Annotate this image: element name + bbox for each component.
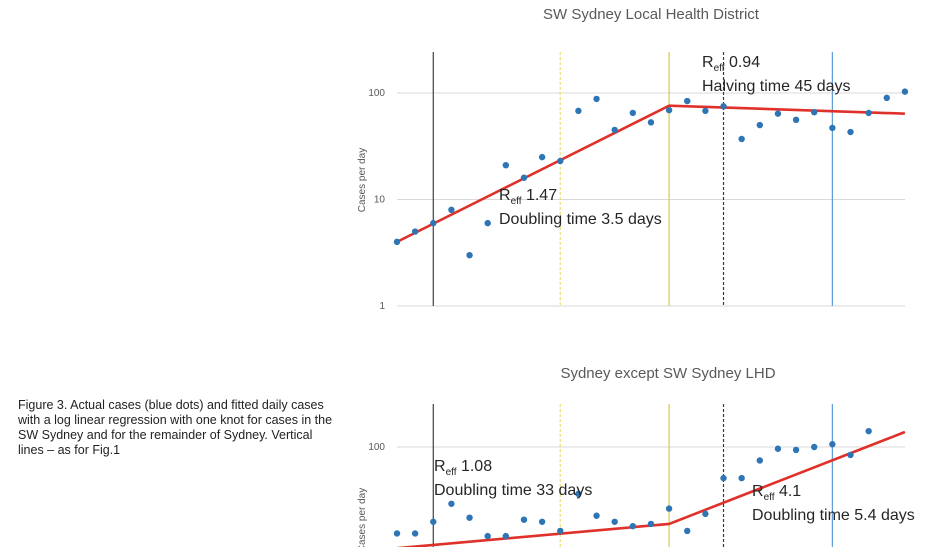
data-point	[629, 522, 637, 530]
data-point	[829, 441, 836, 448]
data-point	[448, 500, 455, 507]
data-point	[520, 174, 528, 181]
data-point	[647, 520, 655, 528]
data-point	[593, 512, 600, 519]
data-point	[430, 219, 437, 227]
data-point	[538, 518, 546, 525]
annotation-subscript: eff	[446, 467, 457, 478]
data-point	[774, 110, 782, 117]
annotation-r: R	[434, 458, 446, 475]
annotation-value: 1.47	[522, 187, 558, 204]
annotation-value: 4.1	[775, 483, 802, 500]
data-point	[520, 516, 528, 523]
chart-2: Sydney except SW Sydney LHD Cases per day…	[357, 365, 915, 547]
data-point	[901, 88, 909, 95]
annotation-r: R	[499, 187, 511, 204]
data-point	[575, 490, 582, 498]
data-point	[611, 518, 618, 525]
data-point	[393, 530, 401, 537]
data-point	[647, 119, 655, 126]
data-point	[557, 157, 564, 165]
data-point	[847, 128, 854, 136]
figure-caption: Figure 3. Actual cases (blue dots) and f…	[18, 398, 333, 457]
data-point	[792, 446, 800, 454]
data-point	[484, 219, 491, 227]
annotation-r: R	[702, 54, 714, 71]
annotation-reff: Reff 1.47	[499, 187, 557, 207]
fit-line	[396, 104, 905, 244]
data-point	[702, 510, 709, 518]
annotation-value: 0.94	[725, 54, 761, 71]
data-point	[756, 457, 763, 464]
chart-1: SW Sydney Local Health District Cases per…	[357, 6, 909, 312]
data-point	[393, 238, 401, 246]
data-point	[411, 228, 419, 235]
data-point	[466, 514, 473, 521]
data-point	[502, 532, 510, 540]
data-point	[883, 94, 890, 102]
data-point	[738, 474, 745, 482]
y-axis-label: Cases per day	[357, 148, 368, 212]
annotation-line2: Doubling time 5.4 days	[752, 507, 915, 524]
annotation-reff: Reff 4.1	[752, 483, 801, 503]
data-point	[829, 124, 836, 132]
annotation-line2: Doubling time 33 days	[434, 482, 592, 499]
data-point	[538, 153, 546, 161]
y-tick-label: 10	[374, 195, 386, 206]
y-axis-label: Cases per day	[357, 488, 368, 547]
annotation-subscript: eff	[511, 196, 522, 207]
annotation-reff: Reff 0.94	[702, 54, 760, 74]
data-point	[684, 527, 691, 535]
y-tick-label: 100	[368, 442, 385, 453]
data-point	[665, 505, 673, 512]
data-point	[865, 109, 872, 117]
data-point	[557, 527, 564, 535]
data-point	[502, 161, 510, 169]
data-point	[792, 116, 800, 124]
data-point	[847, 451, 854, 459]
data-point	[430, 518, 437, 525]
annotation-r: R	[752, 483, 764, 500]
data-point	[702, 107, 709, 115]
data-point	[466, 251, 473, 259]
data-point	[448, 206, 455, 214]
data-point	[811, 109, 818, 116]
data-point	[411, 530, 419, 537]
data-point	[811, 443, 818, 451]
annotation-line2: Doubling time 3.5 days	[499, 211, 662, 228]
annotation-reff: Reff 1.08	[434, 458, 492, 478]
annotation-subscript: eff	[714, 63, 725, 74]
data-point	[484, 532, 491, 540]
y-tick-label: 100	[368, 88, 385, 99]
data-point	[629, 109, 637, 117]
data-point	[611, 126, 618, 134]
data-point	[720, 103, 727, 110]
data-point	[774, 445, 782, 452]
annotation-value: 1.08	[457, 458, 493, 475]
fit-line	[396, 430, 906, 547]
data-point	[738, 135, 745, 143]
chart-title: SW Sydney Local Health District	[543, 6, 760, 23]
annotation-subscript: eff	[764, 492, 775, 503]
data-point	[575, 107, 582, 115]
data-point	[865, 427, 872, 435]
annotation-line2: Halving time 45 days	[702, 78, 851, 95]
y-tick-label: 1	[379, 301, 385, 312]
data-point	[756, 121, 763, 129]
data-point	[665, 106, 673, 114]
chart-title: Sydney except SW Sydney LHD	[560, 365, 775, 382]
data-point	[720, 474, 727, 482]
data-point	[684, 97, 691, 105]
data-point	[593, 95, 600, 103]
